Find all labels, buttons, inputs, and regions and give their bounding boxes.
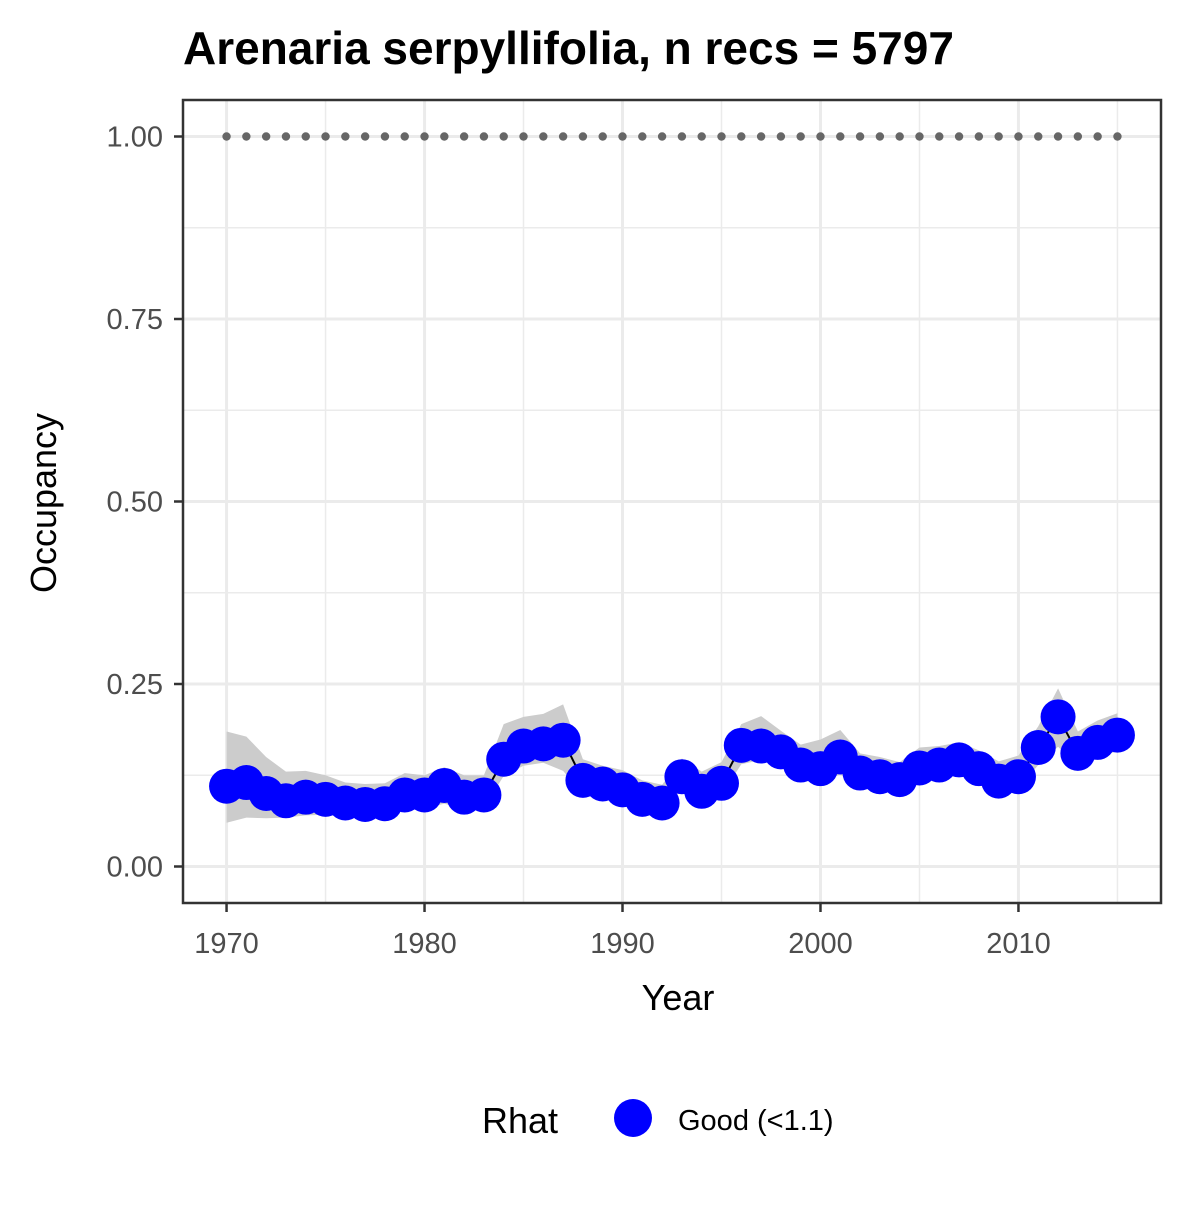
- reference-dot: [281, 132, 291, 141]
- reference-dot: [954, 132, 964, 141]
- data-point: [1099, 717, 1135, 753]
- reference-dot: [796, 132, 805, 141]
- reference-dot: [558, 132, 568, 141]
- reference-dot: [400, 132, 409, 141]
- reference-dot: [816, 132, 825, 141]
- reference-dot: [459, 132, 469, 141]
- reference-dot: [855, 132, 865, 141]
- reference-dot: [242, 132, 251, 141]
- reference-dot: [341, 132, 350, 141]
- reference-dot: [974, 132, 984, 141]
- reference-dot: [638, 132, 647, 141]
- reference-dot: [756, 132, 766, 141]
- x-tick-label: 1980: [392, 928, 457, 960]
- reference-dot: [578, 132, 588, 141]
- x-tick-label: 1990: [590, 928, 655, 960]
- data-point: [703, 765, 739, 801]
- reference-dot: [935, 132, 944, 141]
- reference-dot: [1034, 132, 1043, 141]
- data-point: [466, 777, 502, 813]
- data-point: [545, 722, 581, 758]
- reference-dot: [539, 132, 548, 141]
- reference-dot: [380, 132, 390, 141]
- reference-dot: [875, 132, 885, 141]
- reference-dot: [261, 132, 271, 141]
- y-tick-label: 0.75: [107, 304, 163, 336]
- reference-dot: [360, 132, 370, 141]
- reference-dot: [717, 132, 726, 141]
- data-point: [1000, 759, 1036, 795]
- reference-dot: [618, 132, 627, 141]
- legend: Rhat Good (<1.1): [482, 1099, 834, 1141]
- reference-dot: [994, 132, 1003, 141]
- points-layer: [209, 699, 1135, 822]
- reference-dot: [1014, 132, 1023, 141]
- reference-dots-layer: [222, 132, 1122, 141]
- reference-dot: [915, 132, 924, 141]
- reference-dot: [321, 132, 330, 141]
- reference-dot: [420, 132, 429, 141]
- y-axis-title: Occupancy: [23, 413, 64, 593]
- legend-label-good: Good (<1.1): [678, 1105, 834, 1137]
- x-tick-label: 1970: [194, 928, 259, 960]
- reference-dot: [776, 132, 786, 141]
- reference-dot: [499, 132, 508, 141]
- y-tick-label: 1.00: [107, 122, 163, 154]
- x-tick-label: 2010: [986, 928, 1051, 960]
- reference-dot: [222, 132, 231, 141]
- reference-dot: [1073, 132, 1083, 141]
- reference-dot: [677, 132, 687, 141]
- reference-dot: [836, 132, 845, 141]
- data-point: [1040, 699, 1076, 735]
- reference-dot: [519, 132, 528, 141]
- reference-dot: [1053, 132, 1063, 141]
- legend-title: Rhat: [482, 1100, 558, 1141]
- reference-dot: [1113, 132, 1122, 141]
- reference-dot: [598, 132, 607, 141]
- y-tick-label: 0.00: [107, 852, 163, 884]
- axes-layer: 1970 1980 1990 2000 2010 0.00 0.25 0.50 0.75 1.00: [107, 122, 1051, 961]
- reference-dot: [895, 132, 904, 141]
- legend-key-good: [614, 1099, 652, 1137]
- reference-dot: [479, 132, 489, 141]
- data-point: [1020, 730, 1056, 766]
- y-tick-label: 0.25: [107, 669, 163, 701]
- data-point: [644, 785, 680, 821]
- reference-dot: [737, 132, 746, 141]
- chart-title: Arenaria serpyllifolia, n recs = 5797: [183, 22, 954, 74]
- reference-dot: [697, 132, 706, 141]
- reference-dot: [440, 132, 449, 141]
- y-tick-label: 0.50: [107, 487, 163, 519]
- reference-dot: [657, 132, 667, 141]
- reference-dot: [1093, 132, 1102, 141]
- x-tick-label: 2000: [788, 928, 853, 960]
- reference-dot: [301, 132, 310, 141]
- x-axis-title: Year: [642, 977, 715, 1018]
